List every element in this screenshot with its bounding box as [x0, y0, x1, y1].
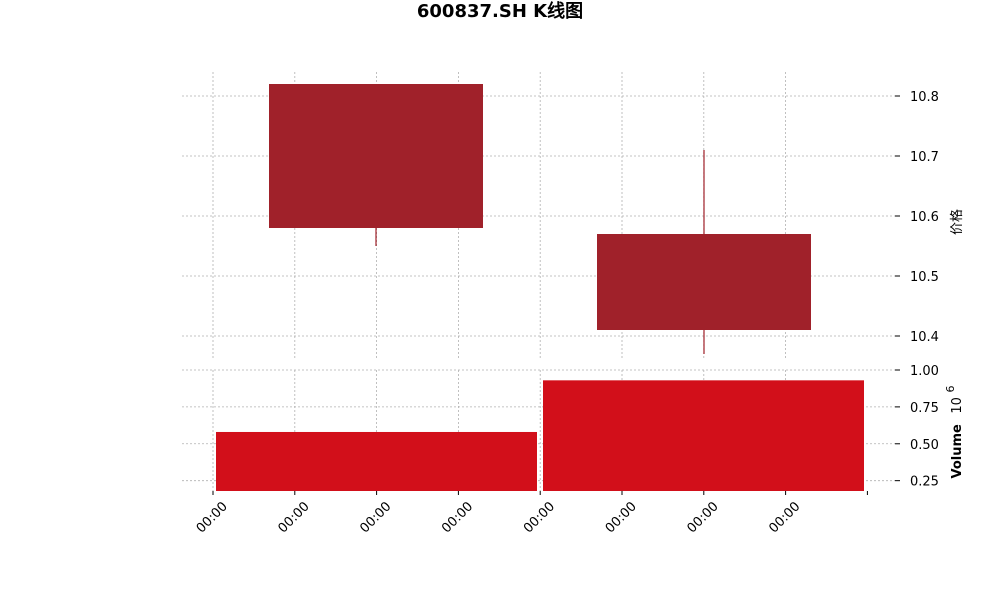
volume-axis-label: Volume 10 6: [944, 386, 965, 479]
price-axis-label: 价格: [949, 209, 965, 235]
x-tick-label: 00:00: [357, 499, 394, 536]
volume-y-tick-label: 0.25: [910, 475, 939, 490]
candle-body: [597, 234, 811, 330]
volume-y-tick-label: 1.00: [910, 364, 939, 379]
volume-axis-label-text: Volume: [950, 424, 965, 479]
price-y-tick-label: 10.8: [910, 90, 939, 105]
price-y-tick-label: 10.7: [910, 150, 939, 165]
x-tick-label: 00:00: [603, 499, 640, 536]
x-tick-label: 00:00: [766, 499, 803, 536]
price-y-tick-label: 10.5: [910, 270, 939, 285]
x-tick-label: 00:00: [276, 499, 313, 536]
chart-title: 600837.SH K线图: [416, 1, 584, 22]
x-tick-label: 00:00: [521, 499, 558, 536]
chart-marks: [216, 84, 864, 491]
volume-y-tick-label: 0.75: [910, 401, 939, 416]
volume-bar: [543, 380, 864, 491]
volume-scale-exponent: 6: [944, 386, 957, 393]
volume-y-tick-label: 0.50: [910, 438, 939, 453]
x-tick-label: 00:00: [685, 499, 722, 536]
x-tick-label: 00:00: [194, 499, 231, 536]
price-y-tick-label: 10.4: [910, 330, 939, 345]
volume-scale-base: 10: [950, 397, 965, 414]
price-y-tick-label: 10.6: [910, 210, 939, 225]
candle-body: [269, 84, 483, 228]
x-tick-label: 00:00: [439, 499, 476, 536]
volume-bar: [216, 431, 537, 491]
